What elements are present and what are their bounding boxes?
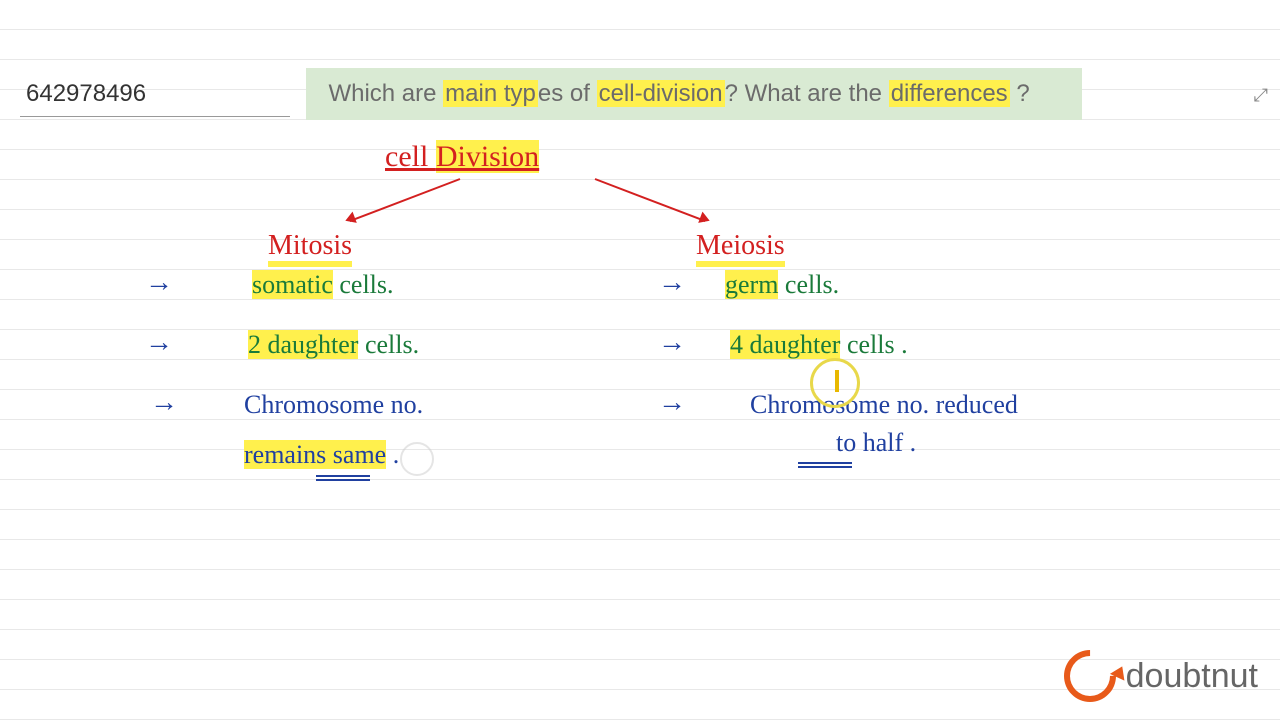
meiosis-point-1: 4 daughter cells . bbox=[730, 330, 908, 360]
expand-icon[interactable]: ⤢ bbox=[1254, 85, 1268, 106]
question-text-1: Which are bbox=[328, 80, 443, 107]
logo-text: doubtnut bbox=[1126, 657, 1258, 696]
brand-logo[interactable]: doubtnut bbox=[1064, 650, 1258, 702]
question-box: Which are main types of cell-division? W… bbox=[306, 68, 1082, 120]
mitosis-point-2: Chromosome no. bbox=[244, 390, 423, 420]
mitosis-underline-3 bbox=[316, 475, 370, 481]
logo-icon bbox=[1053, 639, 1127, 713]
branch-arrow bbox=[595, 178, 706, 222]
branch-arrow bbox=[350, 178, 461, 222]
meiosis-arrow-2: → bbox=[658, 386, 686, 418]
faint-circle bbox=[400, 442, 434, 476]
page-id: 642978496 bbox=[20, 20, 290, 117]
meiosis-arrow-0: → bbox=[658, 266, 686, 298]
diagram-area: cell Division Mitosis Meiosis → somatic cell… bbox=[20, 130, 1260, 530]
mitosis-point-1: 2 daughter cells. bbox=[248, 330, 419, 360]
diagram-title: cell Division bbox=[385, 140, 539, 174]
mitosis-arrow-0: → bbox=[145, 266, 173, 298]
meiosis-point-3: to half . bbox=[836, 428, 916, 458]
question-highlight-1: main typ bbox=[443, 80, 538, 107]
meiosis-underline-3 bbox=[798, 462, 852, 468]
meiosis-label: Meiosis bbox=[696, 230, 785, 262]
question-highlight-2: cell-division bbox=[597, 80, 725, 107]
arrow-head bbox=[698, 212, 712, 227]
question-text-2: es of bbox=[538, 80, 597, 107]
meiosis-point-0: germ cells. bbox=[725, 270, 839, 300]
mitosis-point-3: remains same . bbox=[244, 440, 399, 470]
mitosis-arrow-1: → bbox=[145, 326, 173, 358]
meiosis-point-2: Chromosome no. reduced bbox=[750, 390, 1018, 420]
meiosis-arrow-1: → bbox=[658, 326, 686, 358]
arrow-head bbox=[343, 212, 357, 227]
cursor-indicator bbox=[835, 370, 839, 392]
question-text-4: ? bbox=[1010, 80, 1030, 107]
mitosis-point-0: somatic cells. bbox=[252, 270, 394, 300]
question-highlight-3: differences bbox=[889, 80, 1010, 107]
content-area: ⤢ 642978496 Which are main types of cell… bbox=[0, 0, 1280, 550]
question-text-3: ? What are the bbox=[725, 80, 889, 107]
mitosis-arrow-2: → bbox=[150, 386, 178, 418]
mitosis-label: Mitosis bbox=[268, 230, 352, 262]
